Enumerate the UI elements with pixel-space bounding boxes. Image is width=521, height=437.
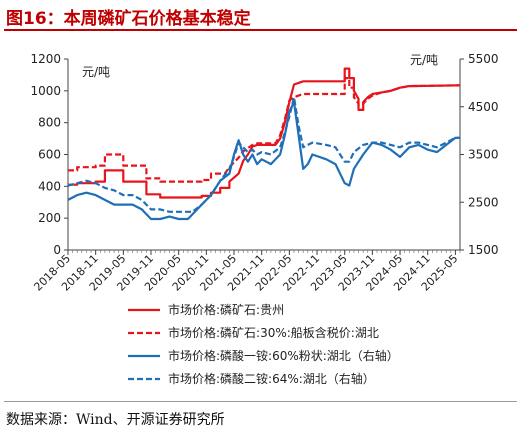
left-tick-label: 400 [38, 179, 61, 193]
series-line-4 [67, 96, 460, 213]
legend-label-3: 市场价格:磷酸一铵:60%粉状:湖北（右轴） [168, 348, 399, 363]
left-axis-unit: 元/吨 [82, 65, 110, 79]
chart-plot-area [67, 67, 461, 221]
left-tick-label: 200 [38, 211, 61, 225]
left-tick-label: 600 [38, 148, 61, 162]
right-tick-label: 4500 [468, 100, 499, 114]
left-tick-label: 0 [53, 243, 61, 257]
series-line-3 [67, 100, 460, 221]
source-note: 数据来源：Wind、开源证券研究所 [6, 412, 225, 428]
legend-label-1: 市场价格:磷矿石:贵州 [168, 302, 284, 317]
left-tick-label: 1200 [30, 52, 61, 66]
left-tick-label: 800 [38, 116, 61, 130]
title-underline [4, 29, 517, 31]
series-line-2 [68, 77, 461, 183]
left-tick-label: 1000 [30, 84, 61, 98]
chart-axes: 0 200 400 600 800 1000 1200 1500 2500 3500 4500 550… [30, 52, 498, 294]
legend-label-4: 市场价格:磷酸二铵:64%:湖北（右轴） [168, 371, 375, 386]
right-tick-label: 1500 [468, 243, 499, 257]
right-axis-unit: 元/吨 [410, 53, 438, 67]
right-tick-label: 5500 [468, 52, 499, 66]
source-divider [4, 401, 517, 402]
legend-label-2: 市场价格:磷矿石:30%:船板含税价:湖北 [168, 325, 379, 340]
figure-title: 图16：本周磷矿石价格基本稳定 [6, 9, 251, 29]
right-tick-label: 3500 [468, 148, 499, 162]
chart-legend: 市场价格:磷矿石:贵州市场价格:磷矿石:30%:船板含税价:湖北市场价格:磷酸一… [128, 302, 399, 386]
series-line-1 [68, 67, 461, 199]
right-tick-label: 2500 [468, 195, 499, 209]
